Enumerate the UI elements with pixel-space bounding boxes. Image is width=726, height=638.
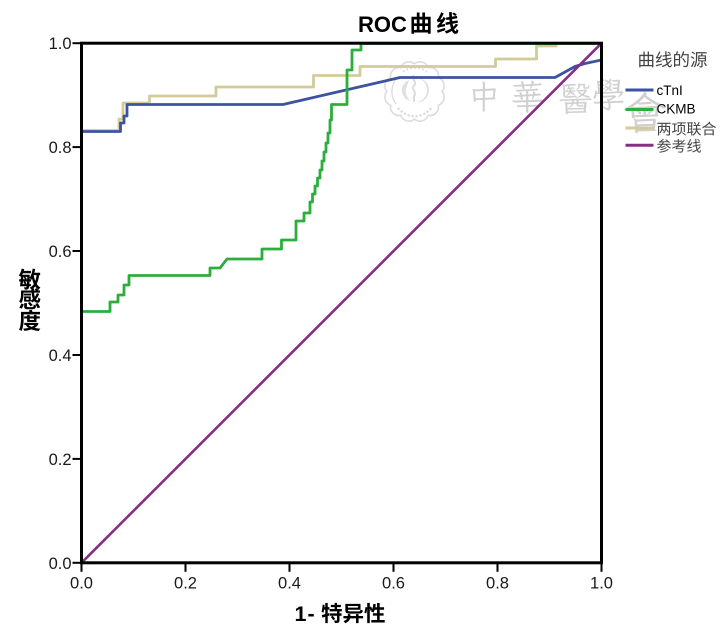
- svg-text:-: -: [308, 602, 315, 626]
- svg-text:1.0: 1.0: [590, 575, 613, 593]
- svg-text:0.8: 0.8: [49, 139, 72, 157]
- svg-text:cTnI: cTnI: [657, 83, 683, 98]
- svg-text:CKMB: CKMB: [657, 102, 696, 117]
- svg-text:1: 1: [295, 602, 307, 626]
- svg-text:ROC: ROC: [358, 12, 407, 37]
- svg-text:0.0: 0.0: [49, 555, 72, 573]
- svg-text:0.6: 0.6: [382, 575, 405, 593]
- svg-text:0.8: 0.8: [486, 575, 509, 593]
- svg-text:0.4: 0.4: [49, 347, 72, 365]
- svg-text:1.0: 1.0: [49, 35, 72, 53]
- svg-text:0.4: 0.4: [278, 575, 301, 593]
- svg-text:0.0: 0.0: [70, 575, 93, 593]
- svg-text:0.2: 0.2: [49, 451, 72, 469]
- svg-text:0.2: 0.2: [174, 575, 197, 593]
- svg-text:0.6: 0.6: [49, 243, 72, 261]
